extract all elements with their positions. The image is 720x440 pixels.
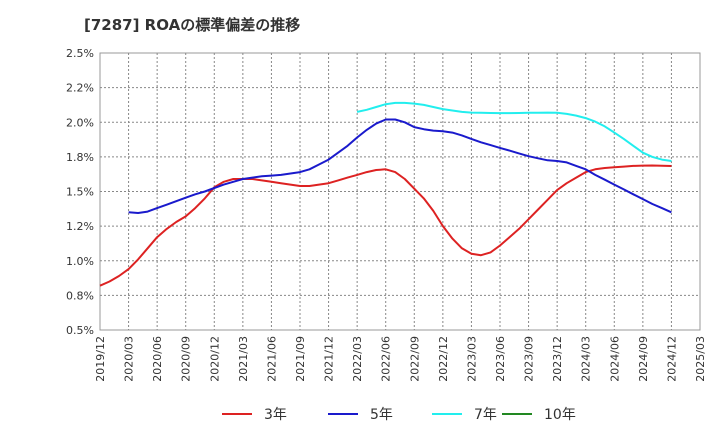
series-line-0 (99, 164, 672, 287)
x-tick-label: 2023/06 (494, 336, 507, 382)
x-tick-label: 2020/09 (180, 336, 193, 382)
y-tick-label: 1.2% (66, 220, 94, 233)
x-tick-label: 2019/12 (94, 336, 107, 382)
y-tick-label: 2.5% (66, 47, 94, 60)
legend-label-2: 7年 (474, 407, 497, 423)
legend: 3年 5年 7年 10年 (222, 407, 576, 423)
x-tick-label: 2020/12 (208, 336, 221, 382)
x-tick-label: 2021/12 (323, 336, 336, 382)
x-tick-label: 2025/03 (694, 336, 707, 382)
legend-label-0: 3年 (264, 407, 287, 423)
series-lines (99, 101, 672, 287)
x-tick-label: 2024/09 (637, 336, 650, 382)
x-tick-label: 2021/09 (294, 336, 307, 382)
x-tick-label: 2023/09 (523, 336, 536, 382)
y-tick-label: 1.8% (66, 151, 94, 164)
y-tick-label: 0.5% (66, 324, 94, 337)
x-tick-label: 2020/03 (123, 336, 136, 382)
x-tick-label: 2021/06 (265, 336, 278, 382)
series-line-1 (128, 118, 672, 214)
y-tick-label: 2.2% (66, 82, 94, 95)
legend-label-1: 5年 (370, 407, 393, 423)
y-tick-label: 1.5% (66, 186, 94, 199)
y-tick-label: 0.8% (66, 289, 94, 302)
x-tick-label: 2022/12 (437, 336, 450, 382)
y-tick-label: 2.0% (66, 116, 94, 129)
x-tick-label: 2021/03 (237, 336, 250, 382)
x-tick-label: 2022/06 (380, 336, 393, 382)
x-tick-label: 2022/03 (351, 336, 364, 382)
x-tick-label: 2024/12 (665, 336, 678, 382)
x-tick-labels: 2019/12 2020/03 2020/06 2020/09 2020/12 2021/… (94, 336, 707, 382)
chart-title: [7287] ROAの標準偏差の推移 (84, 16, 301, 34)
series-line-2 (356, 101, 672, 162)
x-tick-label: 2024/03 (580, 336, 593, 382)
x-tick-label: 2024/06 (608, 336, 621, 382)
x-tick-label: 2023/03 (465, 336, 478, 382)
y-tick-labels: 0.5% 0.8% 1.0% 1.2% 1.5% 1.8% 2.0% 2.2% 2.5% (66, 47, 94, 337)
x-tick-label: 2023/12 (551, 336, 564, 382)
x-tick-label: 2020/06 (151, 336, 164, 382)
x-tick-label: 2022/09 (408, 336, 421, 382)
legend-label-3: 10年 (544, 407, 576, 423)
grid-y (100, 87, 700, 296)
y-tick-label: 1.0% (66, 255, 94, 268)
